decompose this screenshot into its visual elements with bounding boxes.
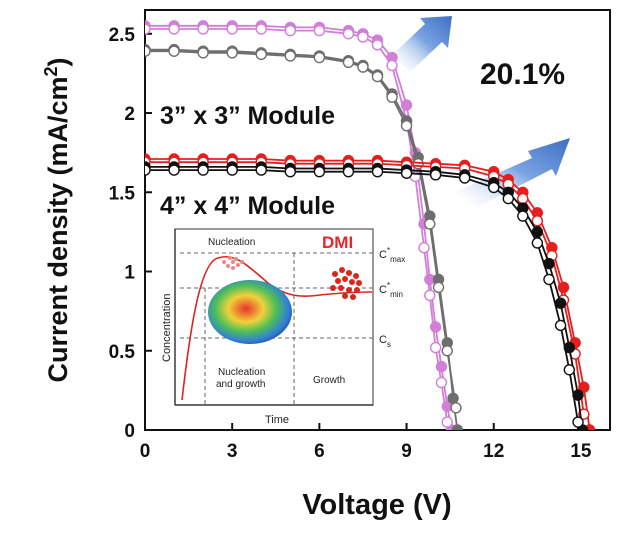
y-tick-label: 2.5: [109, 25, 136, 46]
data-point: [168, 164, 180, 176]
plot-frame: [144, 9, 611, 431]
data-point: [400, 167, 413, 179]
data-point: [418, 242, 430, 254]
data-point: [255, 48, 267, 61]
y-tick-label: 1.5: [109, 183, 136, 204]
series-3: [145, 45, 462, 414]
data-point: [145, 23, 151, 35]
data-point: [284, 24, 297, 37]
data-point: [313, 165, 326, 178]
data-point: [447, 392, 459, 405]
data-point: [197, 23, 209, 35]
y-tick-label: 1: [124, 263, 135, 284]
inset-nucleation-cluster: [222, 256, 244, 270]
y-tick-label: 2: [124, 104, 135, 125]
data-point: [145, 45, 151, 57]
inset-cs-label: Cs: [379, 334, 391, 349]
data-point: [342, 28, 355, 40]
data-point: [400, 119, 413, 132]
data-point: [371, 165, 384, 178]
x-tick-label: 6: [314, 441, 325, 462]
y-tick-label: 0: [124, 421, 135, 442]
inset-cmax-label: C*max: [379, 246, 405, 264]
data-point: [226, 164, 238, 176]
data-point: [441, 416, 453, 428]
data-point: [578, 381, 590, 393]
data-point: [197, 47, 209, 59]
data-point: [435, 376, 448, 389]
x-tick-label: 9: [401, 441, 412, 462]
inset-cmin-label: C*min: [379, 281, 403, 299]
data-point: [197, 164, 209, 176]
inset-region-nucleation-growth-1: Nucleation: [218, 367, 265, 378]
data-point: [424, 289, 436, 301]
data-point: [488, 181, 500, 194]
data-point: [429, 341, 442, 354]
data-point: [572, 416, 584, 428]
data-point: [168, 23, 180, 35]
data-point: [226, 47, 238, 59]
data-point: [342, 165, 355, 178]
module-3-label: 3” x 3” Module: [160, 102, 335, 130]
data-point: [543, 273, 555, 286]
data-point: [502, 192, 514, 205]
data-point: [386, 59, 398, 72]
y-tick-label: 0.5: [109, 342, 136, 363]
data-point: [255, 23, 267, 35]
data-point: [531, 237, 544, 249]
inset-concentration-curve: [181, 255, 373, 401]
data-point: [284, 165, 297, 178]
data-point: [371, 39, 384, 51]
inset-growth-cluster: [330, 267, 362, 300]
data-point: [284, 50, 297, 62]
series-layer: [145, 20, 596, 430]
data-point: [450, 402, 462, 414]
data-point: [386, 91, 398, 103]
x-tick-label: 12: [483, 441, 504, 462]
data-point: [517, 192, 529, 205]
data-point: [357, 31, 369, 43]
inset-molecule-surface: [208, 280, 292, 344]
data-point: [371, 70, 384, 83]
data-point: [255, 164, 267, 176]
inset-xlabel: Time: [265, 414, 289, 426]
data-point: [432, 281, 445, 294]
axis-ticks: 0 3 6 9 12 15 0 0.5 1 1.5 2 2.5: [109, 25, 592, 462]
inset-region-growth: Growth: [313, 375, 345, 386]
data-point: [226, 23, 238, 35]
data-point: [313, 51, 326, 64]
efficiency-label: 20.1%: [480, 58, 565, 91]
inset-region-nucleation-growth-2: and growth: [216, 379, 265, 390]
module-4-label: 4” x 4” Module: [160, 192, 335, 220]
data-point: [424, 218, 436, 230]
data-point: [441, 345, 453, 357]
data-point: [531, 215, 544, 227]
inset-region-nucleation: Nucleation: [208, 237, 255, 248]
inset-ylabel: Concentration: [161, 294, 173, 363]
series-7: [145, 164, 584, 428]
inset-title: DMI: [322, 233, 353, 252]
data-point: [429, 169, 442, 181]
data-point: [517, 210, 529, 222]
x-axis-title: Voltage (V): [302, 489, 451, 521]
data-point: [168, 45, 180, 57]
x-tick-label: 0: [140, 441, 151, 462]
data-point: [145, 164, 151, 176]
data-point: [458, 172, 471, 184]
x-tick-label: 3: [227, 441, 238, 462]
data-point: [563, 364, 576, 376]
data-point: [313, 24, 326, 37]
inset-diagram: DMI Nucleation Nucleation and growth Gro…: [158, 226, 405, 426]
arrow-up-right-bottom: [455, 138, 570, 208]
data-point: [357, 61, 369, 73]
x-tick-label: 15: [570, 441, 592, 462]
y-axis-title: Current density (mA/cm2): [41, 57, 73, 382]
data-point: [554, 319, 567, 332]
arrow-up-right-top: [392, 16, 452, 72]
data-point: [451, 424, 464, 430]
data-point: [342, 56, 355, 69]
data-point: [554, 297, 567, 309]
